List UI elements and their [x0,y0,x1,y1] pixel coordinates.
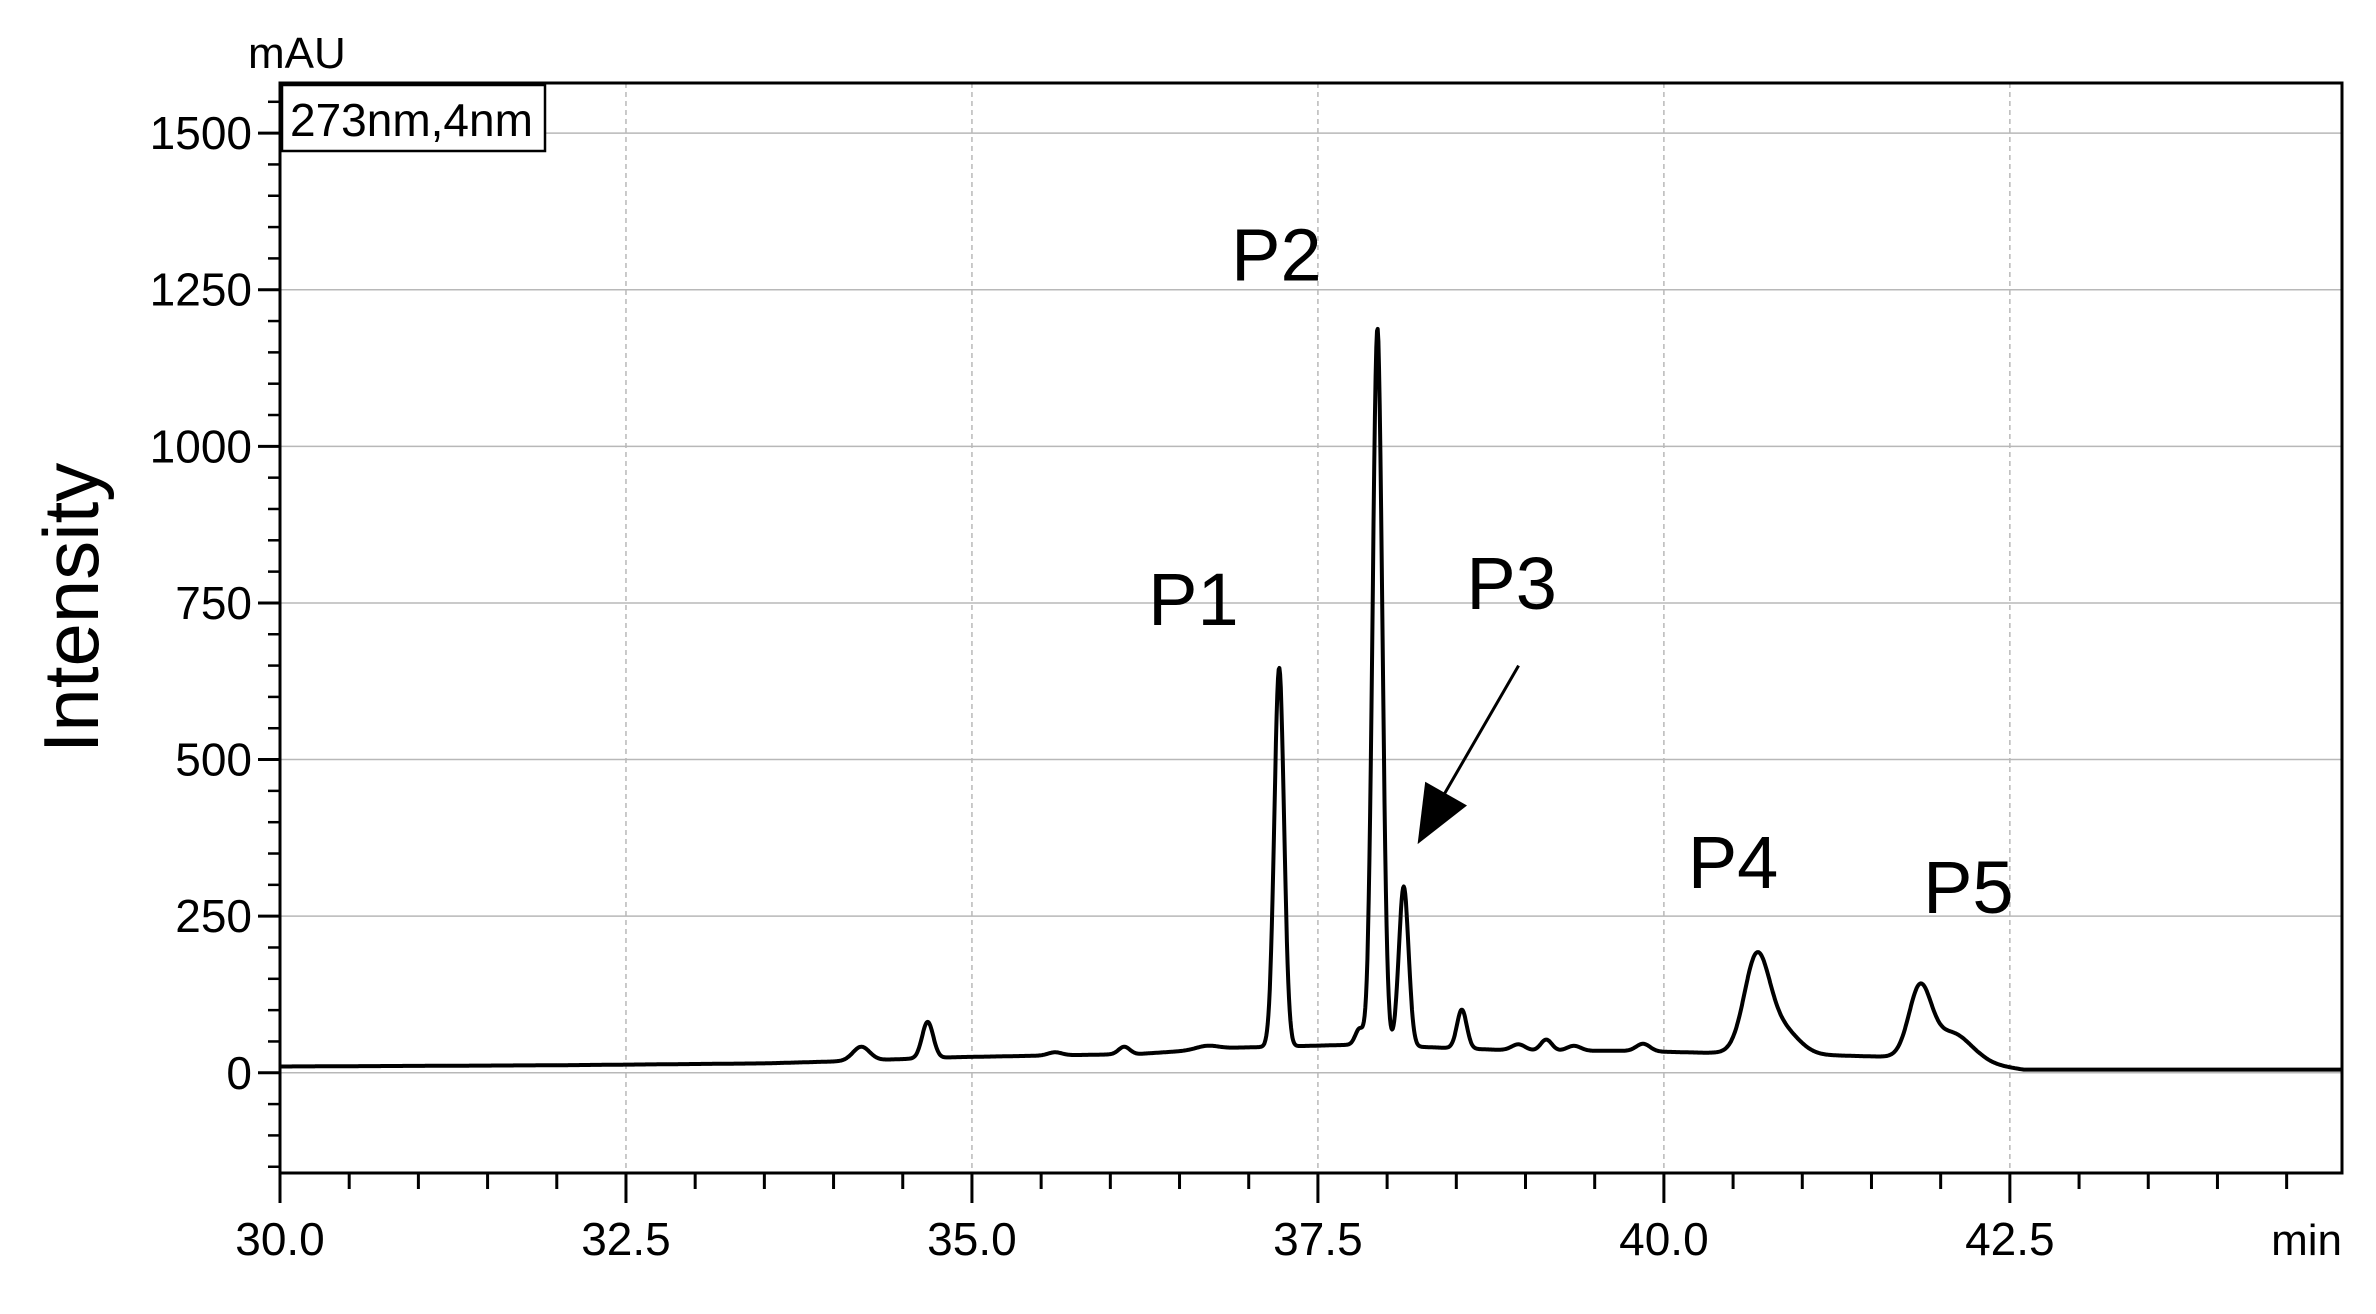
chromatogram-trace [278,326,2344,1072]
x-tick-label: 37.5 [1273,1213,1363,1265]
y-tick-label: 1500 [150,107,252,159]
peak-label-p1: P1 [1148,558,1239,641]
y-tick-label: 500 [175,734,252,786]
y-unit-label: mAU [248,29,346,78]
peak-annotations: P1 P2 P3 P4 P5 [1148,213,2013,929]
x-tick-label: 30.0 [235,1213,325,1265]
legend-box [280,83,547,153]
y-tick-label: 1000 [150,420,252,472]
peak-label-p3: P3 [1466,542,1557,625]
x-unit-label: min [2271,1216,2342,1265]
x-tick-label: 32.5 [581,1213,671,1265]
legend-text: 273nm,4nm [290,94,533,146]
peak-label-p4: P4 [1688,821,1779,904]
y-tick-label: 1250 [150,264,252,316]
peak-label-p5: P5 [1923,846,2014,929]
y-tick-label: 0 [226,1047,252,1099]
y-tick-label: 250 [175,890,252,942]
wavelength-legend: 273nm,4nm [280,83,547,153]
x-tick-label: 42.5 [1965,1213,2055,1265]
peak-label-p2: P2 [1231,213,1322,296]
plot-frame [278,81,2344,1175]
y-tick-label: 750 [175,577,252,629]
x-tick-label: 40.0 [1619,1213,1709,1265]
grid-lines [280,83,2342,1173]
p3-arrow-head [1417,781,1467,845]
p3-arrow-line [1430,664,1520,817]
y-axis-title: Intensity [27,463,115,753]
axis-labels: 30.0 32.5 35.0 37.5 40.0 42.5 0 250 500 750 1000 12… [27,29,2342,1265]
x-tick-label: 35.0 [927,1213,1017,1265]
axis-ticks [258,100,2289,1203]
